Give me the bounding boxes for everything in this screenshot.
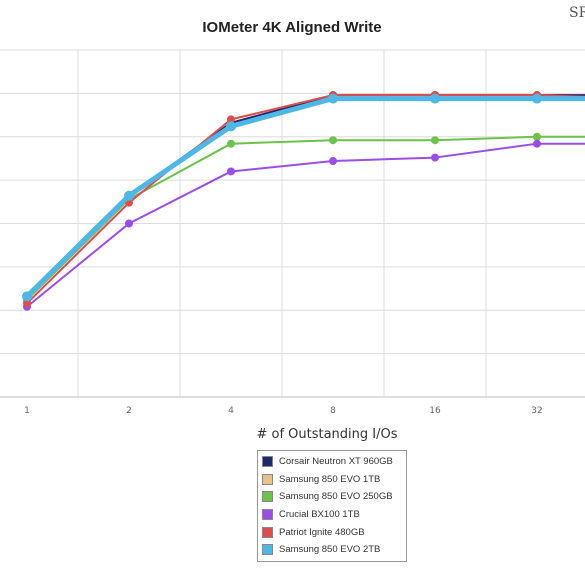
data-point [125,219,133,228]
series-samsung-850-evo-2tb [22,93,585,302]
series-line [26,94,585,298]
data-point [124,190,134,201]
series-line [26,135,585,301]
x-tick-label: 2 [126,406,132,416]
legend-label: Corsair Neutron XT 960GB [279,456,393,468]
data-point [227,139,235,148]
legend-swatch [262,473,273,485]
legend-item: Crucial BX100 1TB [258,506,406,524]
data-point [328,93,338,104]
x-tick-labels: 1248163264 [24,406,543,416]
legend-label: Crucial BX100 1TB [279,509,360,521]
legend-swatch [262,509,273,521]
data-point [430,93,440,104]
x-tick-label: 4 [228,406,234,416]
x-tick-label: 1 [24,406,30,416]
logo: SR [569,5,585,21]
legend-item: Samsung 850 EVO 250GB [258,488,406,506]
legend-swatch [262,456,273,468]
series-line [26,94,585,305]
x-axis-label: # of Outstanding I/Os [256,427,397,442]
data-point [227,167,235,176]
data-point [533,132,541,141]
legend-label: Samsung 850 EVO 250GB [279,491,393,503]
data-point [226,121,236,132]
legend: Corsair Neutron XT 960GB Samsung 850 EVO … [257,450,407,562]
data-point [23,299,31,308]
series-patriot-ignite-480gb [23,91,585,308]
data-point [431,136,439,145]
data-point [227,115,235,124]
chart-title: IOMeter 4K Aligned Write [202,19,381,36]
series-line [26,97,585,301]
legend-label: Samsung 850 EVO 2TB [279,544,381,556]
legend-item: Corsair Neutron XT 960GB [258,453,406,471]
legend-label: Samsung 850 EVO 1TB [279,473,381,485]
data-point [329,136,337,145]
legend-item: Patriot Ignite 480GB [258,523,406,541]
legend-item: Samsung 850 EVO 1TB [258,471,406,489]
x-tick-label: 32 [531,406,542,416]
data-point [431,153,439,162]
series-lines [22,91,585,311]
data-point [22,291,32,302]
data-point [532,93,542,104]
data-point [533,139,541,148]
series-line [26,142,585,308]
legend-swatch [262,526,273,538]
legend-item: Samsung 850 EVO 2TB [258,541,406,559]
series-corsair-neutron-xt-960gb [23,91,585,301]
grid [0,49,585,398]
series-samsung-850-evo-1tb [23,94,585,304]
x-tick-label: 8 [330,406,336,416]
data-point [329,157,337,166]
legend-swatch [262,491,273,503]
x-tick-label: 16 [429,406,441,416]
legend-label: Patriot Ignite 480GB [279,526,365,538]
series-crucial-bx100-1tb [23,139,585,311]
legend-swatch [262,544,273,556]
